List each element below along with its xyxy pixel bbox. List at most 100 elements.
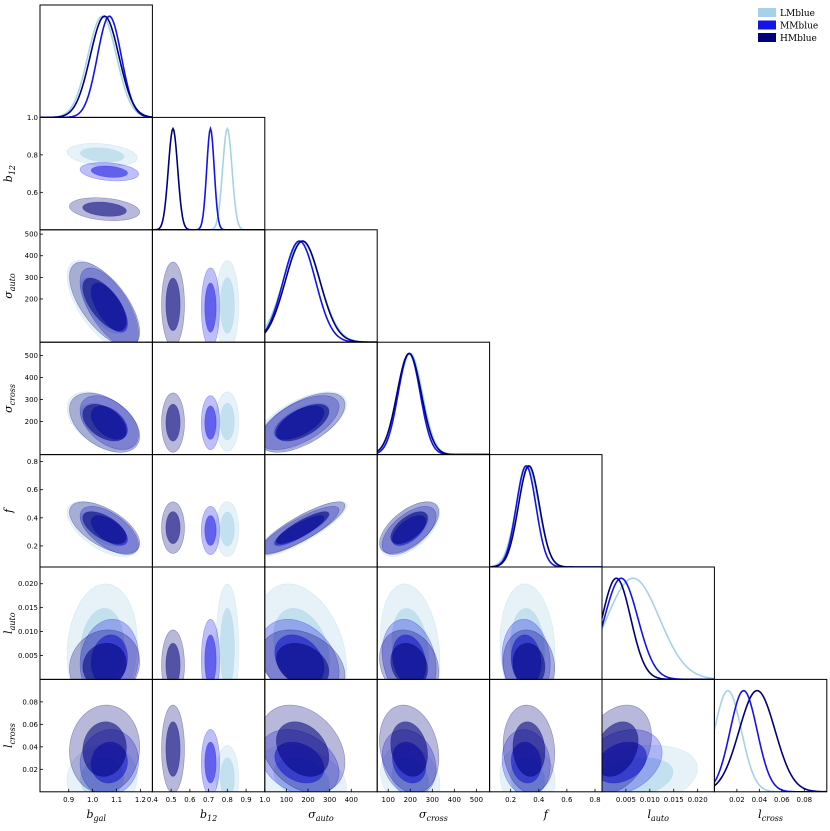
x-tick-label: 100 bbox=[382, 796, 395, 804]
y-axis-label-lauto: lauto bbox=[2, 612, 17, 634]
x-tick-label: 0.6 bbox=[561, 796, 573, 804]
x-tick-label: 0.8 bbox=[222, 796, 233, 804]
panel-lauto-f bbox=[489, 566, 603, 680]
contour-HMblue-68 bbox=[165, 721, 181, 777]
contour-HMblue-68 bbox=[165, 511, 181, 544]
contour-MMblue-68 bbox=[204, 405, 217, 440]
x-tick-label: 0.005 bbox=[616, 796, 636, 804]
y-tick-label: 0.06 bbox=[22, 721, 38, 729]
x-tick-label: 200 bbox=[301, 796, 314, 804]
contour-HMblue-68 bbox=[82, 277, 127, 331]
x-tick-label: 1.0 bbox=[87, 796, 98, 804]
marginal-curve-LMblue bbox=[602, 577, 715, 680]
contour-HMblue-68 bbox=[276, 642, 330, 680]
legend-label: HMblue bbox=[780, 34, 817, 44]
x-tick-label: 1.1 bbox=[111, 796, 122, 804]
y-axis-label-sauto: σauto bbox=[2, 273, 17, 299]
x-tick-label: 0.010 bbox=[640, 796, 660, 804]
x-tick-label: 300 bbox=[323, 796, 336, 804]
panel-scross-sauto bbox=[264, 341, 378, 456]
legend-entry-LMblue: LMblue bbox=[758, 8, 815, 19]
y-axis-label-lcross: lcross bbox=[2, 723, 17, 748]
panel-b12-b12 bbox=[151, 116, 266, 231]
panel-f-b12 bbox=[151, 454, 266, 568]
contour-LMblue-68 bbox=[219, 608, 235, 680]
panel-scross-b12 bbox=[151, 341, 266, 456]
x-tick-label: 1.2 bbox=[135, 796, 146, 804]
y-tick-label: 200 bbox=[25, 418, 38, 426]
x-tick-label: 1.0 bbox=[259, 796, 270, 804]
panel-f-scross bbox=[376, 454, 491, 568]
contour-LMblue-68 bbox=[80, 147, 125, 163]
x-tick-label: 0.5 bbox=[166, 796, 177, 804]
marginal-curve-HMblue bbox=[714, 689, 827, 792]
contour-HMblue-68 bbox=[512, 642, 546, 680]
legend-label: LMblue bbox=[780, 9, 815, 19]
contour-HMblue-68 bbox=[82, 721, 127, 777]
x-tick-label: 0.015 bbox=[664, 796, 684, 804]
contour-HMblue-68 bbox=[602, 721, 639, 777]
legend-entry-HMblue: HMblue bbox=[758, 33, 817, 44]
panel-lauto-sauto bbox=[264, 566, 378, 680]
contour-HMblue-68 bbox=[276, 721, 330, 777]
x-axis-label-bgal: bgal bbox=[86, 808, 106, 823]
y-tick-label: 300 bbox=[25, 396, 38, 404]
contour-HMblue-68 bbox=[276, 511, 330, 544]
y-tick-label: 500 bbox=[25, 231, 38, 239]
contour-MMblue-68 bbox=[204, 634, 217, 680]
x-axis-label-f: f bbox=[543, 808, 550, 821]
y-tick-label: 400 bbox=[25, 374, 38, 382]
x-tick-label: 0.2 bbox=[505, 796, 516, 804]
panel-lcross-f: 0.2 0.4 0.6 0.8 f bbox=[489, 678, 603, 821]
x-tick-label: 0.9 bbox=[63, 796, 74, 804]
panel-sauto-sauto bbox=[264, 229, 378, 343]
marginal-curve-MMblue bbox=[152, 125, 265, 230]
x-axis-label-lcross: lcross bbox=[758, 808, 783, 823]
y-tick-label: 0.005 bbox=[18, 652, 38, 660]
y-tick-label: 0.8 bbox=[27, 151, 38, 159]
contour-HMblue-68 bbox=[390, 511, 428, 544]
panel-lauto-b12 bbox=[151, 566, 266, 680]
x-tick-label: 200 bbox=[404, 796, 417, 804]
contour-HMblue-68 bbox=[82, 642, 127, 680]
x-tick-label: 500 bbox=[470, 796, 483, 804]
y-tick-label: 0.08 bbox=[22, 698, 38, 706]
contour-MMblue-68 bbox=[204, 515, 217, 546]
x-axis-label-b12: b12 bbox=[200, 808, 217, 823]
panels-layer: 0.6 0.8 1.0 b12 200 300 400 500 σauto 200 300 400 50… bbox=[2, 4, 828, 823]
legend: LMblue MMblue HMblue bbox=[758, 8, 818, 44]
contour-HMblue-68 bbox=[390, 721, 428, 777]
contour-HMblue-68 bbox=[82, 511, 127, 544]
y-tick-label: 300 bbox=[25, 274, 38, 282]
legend-swatch bbox=[758, 8, 776, 17]
panel-lauto-scross bbox=[376, 566, 491, 680]
y-tick-label: 0.010 bbox=[18, 628, 38, 636]
y-tick-label: 0.015 bbox=[18, 604, 38, 612]
panel-f-bgal: 0.2 0.4 0.6 0.8 f bbox=[2, 454, 153, 568]
marginal-curve-MMblue bbox=[489, 464, 602, 568]
x-tick-label: 0.4 bbox=[147, 796, 159, 804]
panel-lauto-bgal: 0.005 0.010 0.015 0.020 lauto bbox=[2, 566, 153, 680]
contour-HMblue-68 bbox=[82, 403, 127, 442]
y-tick-label: 0.2 bbox=[27, 542, 38, 550]
panel-lcross-lcross: 0.02 0.04 0.06 0.08 lcross bbox=[713, 678, 828, 823]
x-tick-label: 0.8 bbox=[589, 796, 600, 804]
panel-b12-bgal: 0.6 0.8 1.0 b12 bbox=[2, 114, 153, 231]
panel-frame bbox=[601, 566, 715, 680]
panel-bgal-bgal bbox=[39, 4, 153, 118]
panel-lcross-lauto: 0.005 0.010 0.015 0.020 lauto bbox=[601, 678, 715, 823]
y-tick-label: 400 bbox=[25, 252, 38, 260]
y-tick-label: 500 bbox=[25, 352, 38, 360]
legend-label: MMblue bbox=[780, 22, 818, 32]
legend-entry-MMblue: MMblue bbox=[758, 20, 818, 32]
y-tick-label: 200 bbox=[25, 295, 38, 303]
marginal-curve-HMblue bbox=[40, 15, 153, 118]
contour-HMblue-68 bbox=[82, 201, 127, 217]
contour-HMblue-68 bbox=[165, 642, 181, 680]
y-tick-label: 0.04 bbox=[22, 743, 38, 751]
x-tick-label: 0.7 bbox=[203, 796, 214, 804]
panel-lcross-bgal: 0.9 1.0 1.1 1.2 bgal 0.02 0.04 0.06 0.08 lcross bbox=[2, 678, 153, 823]
contour-LMblue-68 bbox=[219, 511, 235, 547]
panel-frame bbox=[713, 678, 828, 793]
